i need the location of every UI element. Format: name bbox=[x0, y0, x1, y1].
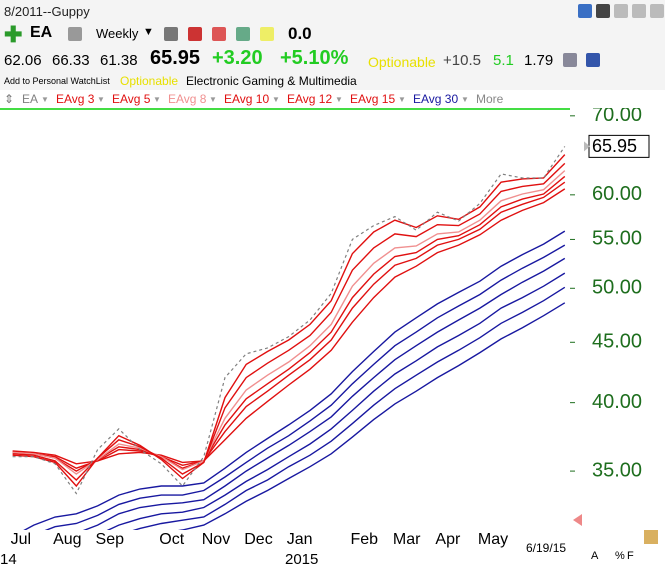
pencil-icon[interactable] bbox=[644, 530, 658, 544]
scroll-marker bbox=[573, 514, 582, 526]
optionable: Optionable bbox=[368, 54, 436, 70]
y-tick-label: 70.00 bbox=[592, 108, 642, 126]
series-line bbox=[12, 170, 566, 475]
dropdown-arrow[interactable]: ▼ bbox=[153, 95, 161, 104]
dropdown-arrow[interactable]: ▼ bbox=[143, 26, 154, 38]
dropdown-arrow[interactable]: ▼ bbox=[209, 95, 217, 104]
icon[interactable] bbox=[650, 4, 664, 18]
x-tick-label: Sep bbox=[96, 531, 125, 548]
optionable: Optionable bbox=[120, 74, 179, 88]
window-title: 8/2011--Guppy bbox=[4, 4, 90, 19]
low: 61.38 bbox=[100, 52, 138, 69]
icon[interactable] bbox=[596, 4, 610, 18]
legend: ⇕ EA ▼ EAvg 3 ▼ EAvg 5 ▼ EAvg 8 ▼ EAvg 10 ▼ EAvg 1… bbox=[0, 90, 665, 108]
toolbar-value: 0.0 bbox=[288, 24, 312, 43]
legend-item[interactable]: EAvg 12 bbox=[287, 92, 333, 106]
year-label: 14 bbox=[0, 551, 17, 568]
series-line bbox=[132, 286, 566, 530]
x-tick-label: May bbox=[478, 531, 508, 548]
dropdown-arrow[interactable]: ▼ bbox=[41, 95, 49, 104]
add-icon[interactable]: ✚ bbox=[4, 22, 23, 47]
legend-item[interactable]: EAvg 30 bbox=[413, 92, 459, 106]
industry: Electronic Gaming & Multimedia bbox=[186, 74, 357, 88]
last: 65.95 bbox=[150, 47, 201, 69]
x-tick-label: Mar bbox=[393, 531, 421, 548]
dropdown-arrow[interactable]: ▼ bbox=[97, 95, 105, 104]
symbol[interactable]: EA bbox=[30, 24, 53, 41]
legend-item[interactable]: EAvg 15 bbox=[350, 92, 396, 106]
last-price-label: 65.95 bbox=[592, 136, 637, 156]
change: +3.20 bbox=[212, 47, 263, 69]
save-icon[interactable] bbox=[586, 53, 600, 67]
legend-item[interactable]: EAvg 3 bbox=[56, 92, 95, 106]
y-tick-label: 45.00 bbox=[592, 331, 642, 353]
toolbar: ✚ EA Weekly ▼ 0.0 bbox=[0, 22, 665, 47]
print-icon[interactable] bbox=[68, 27, 82, 41]
series-line bbox=[12, 162, 566, 481]
axis-button[interactable]: L bbox=[603, 550, 609, 562]
series-line bbox=[82, 257, 566, 530]
year-label: 2015 bbox=[285, 551, 318, 568]
icon[interactable] bbox=[260, 27, 274, 41]
series-line bbox=[12, 188, 566, 465]
y-tick-label: 35.00 bbox=[592, 459, 642, 481]
y-tick-label: 40.00 bbox=[592, 391, 642, 413]
legend-more[interactable]: More bbox=[476, 92, 504, 106]
stat: 5.1 bbox=[493, 52, 514, 69]
x-tick-label: Jul bbox=[11, 531, 31, 548]
watchlist-link[interactable]: Add to Personal WatchList bbox=[4, 76, 110, 86]
date-label: 6/19/15 bbox=[526, 541, 566, 555]
series-line bbox=[23, 230, 566, 530]
x-tick-label: Nov bbox=[202, 531, 230, 548]
change-pct: +5.10% bbox=[280, 47, 349, 69]
chart: 14 2015 6/19/15 70.00 60.00 55.00 50.00 45.0… bbox=[0, 108, 658, 568]
legend-item[interactable]: EAvg 5 bbox=[112, 92, 151, 106]
dropdown-arrow[interactable]: ▼ bbox=[398, 95, 406, 104]
legend-item[interactable]: EAvg 8 bbox=[168, 92, 207, 106]
icon[interactable] bbox=[236, 27, 250, 41]
icon[interactable] bbox=[188, 27, 202, 41]
y-tick-label: 60.00 bbox=[592, 183, 642, 205]
series-line bbox=[106, 272, 566, 530]
quote-row: 62.06 66.33 61.38 65.95 +3.20 +5.10% Opt… bbox=[0, 46, 665, 72]
dropdown-arrow[interactable]: ▼ bbox=[461, 95, 469, 104]
period[interactable]: Weekly bbox=[96, 26, 139, 41]
axis-button[interactable]: F bbox=[627, 550, 634, 562]
open: 62.06 bbox=[4, 52, 42, 69]
series-line bbox=[12, 181, 566, 469]
y-tick-label: 55.00 bbox=[592, 228, 642, 250]
icon[interactable] bbox=[578, 4, 592, 18]
axis-button[interactable]: % bbox=[615, 550, 625, 562]
icon[interactable] bbox=[164, 27, 178, 41]
last-price-marker bbox=[584, 141, 590, 152]
series-line bbox=[12, 146, 566, 495]
x-tick-label: Feb bbox=[350, 531, 378, 548]
series-line bbox=[177, 302, 566, 530]
x-tick-label: Aug bbox=[53, 531, 81, 548]
icon[interactable] bbox=[632, 4, 646, 18]
x-tick-label: Oct bbox=[159, 531, 184, 548]
x-tick-label: Apr bbox=[435, 531, 461, 548]
legend-icon[interactable]: ⇕ bbox=[4, 92, 15, 106]
series-line bbox=[12, 175, 566, 472]
stat: 1.79 bbox=[524, 52, 554, 69]
dropdown-arrow[interactable]: ▼ bbox=[272, 95, 280, 104]
legend-item[interactable]: EA bbox=[22, 92, 39, 106]
high: 66.33 bbox=[52, 52, 90, 69]
stat: +10.5 bbox=[443, 52, 481, 69]
title-bar: 8/2011--Guppy bbox=[0, 0, 665, 23]
x-tick-label: Dec bbox=[244, 531, 272, 548]
series-line bbox=[44, 244, 566, 530]
dropdown-arrow[interactable]: ▼ bbox=[335, 95, 343, 104]
y-tick-label: 50.00 bbox=[592, 277, 642, 299]
icon[interactable] bbox=[614, 4, 628, 18]
legend-item[interactable]: EAvg 10 bbox=[224, 92, 270, 106]
axis-button[interactable]: A bbox=[591, 550, 599, 562]
series-line bbox=[12, 154, 566, 488]
info-row: Add to Personal WatchList Optionable Ele… bbox=[0, 72, 665, 90]
icon[interactable] bbox=[212, 27, 226, 41]
icon[interactable] bbox=[563, 53, 577, 67]
x-tick-label: Jan bbox=[287, 531, 313, 548]
